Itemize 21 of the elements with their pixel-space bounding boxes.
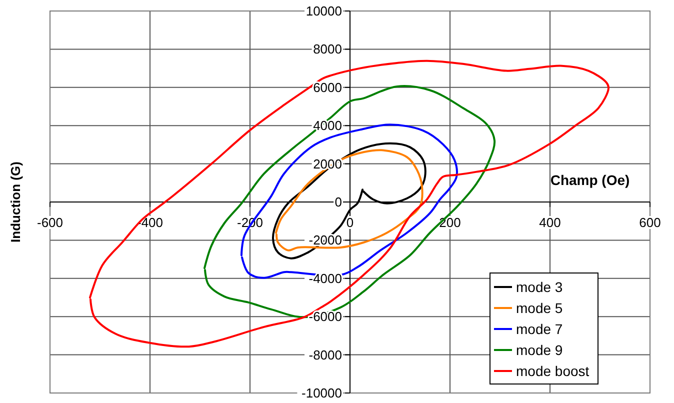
y-tick-label: -8000 — [308, 347, 342, 362]
legend-label: mode 3 — [516, 279, 563, 295]
line-series — [275, 149, 424, 252]
x-tick-label: 400 — [539, 215, 561, 230]
y-tick-label: -6000 — [308, 309, 342, 324]
legend-label: mode 5 — [516, 300, 563, 316]
x-tick-label: 600 — [639, 215, 661, 230]
x-tick-label: 200 — [439, 215, 461, 230]
y-axis-title: Induction (G) — [8, 162, 23, 242]
x-axis-title: Champ (Oe) — [550, 172, 630, 188]
x-tick-label: -400 — [136, 215, 164, 230]
y-tick-label: -10000 — [302, 386, 342, 400]
x-tick-label: -600 — [36, 215, 64, 230]
y-tick-label: 0 — [334, 194, 342, 210]
x-tick-label: 0 — [346, 215, 354, 230]
legend-label: mode 9 — [516, 342, 563, 358]
legend-label: mode boost — [516, 363, 590, 379]
legend-label: mode 7 — [516, 321, 563, 337]
y-tick-label: 8000 — [313, 42, 342, 57]
y-tick-label: 6000 — [313, 80, 342, 95]
y-tick-label: 10000 — [306, 4, 342, 18]
